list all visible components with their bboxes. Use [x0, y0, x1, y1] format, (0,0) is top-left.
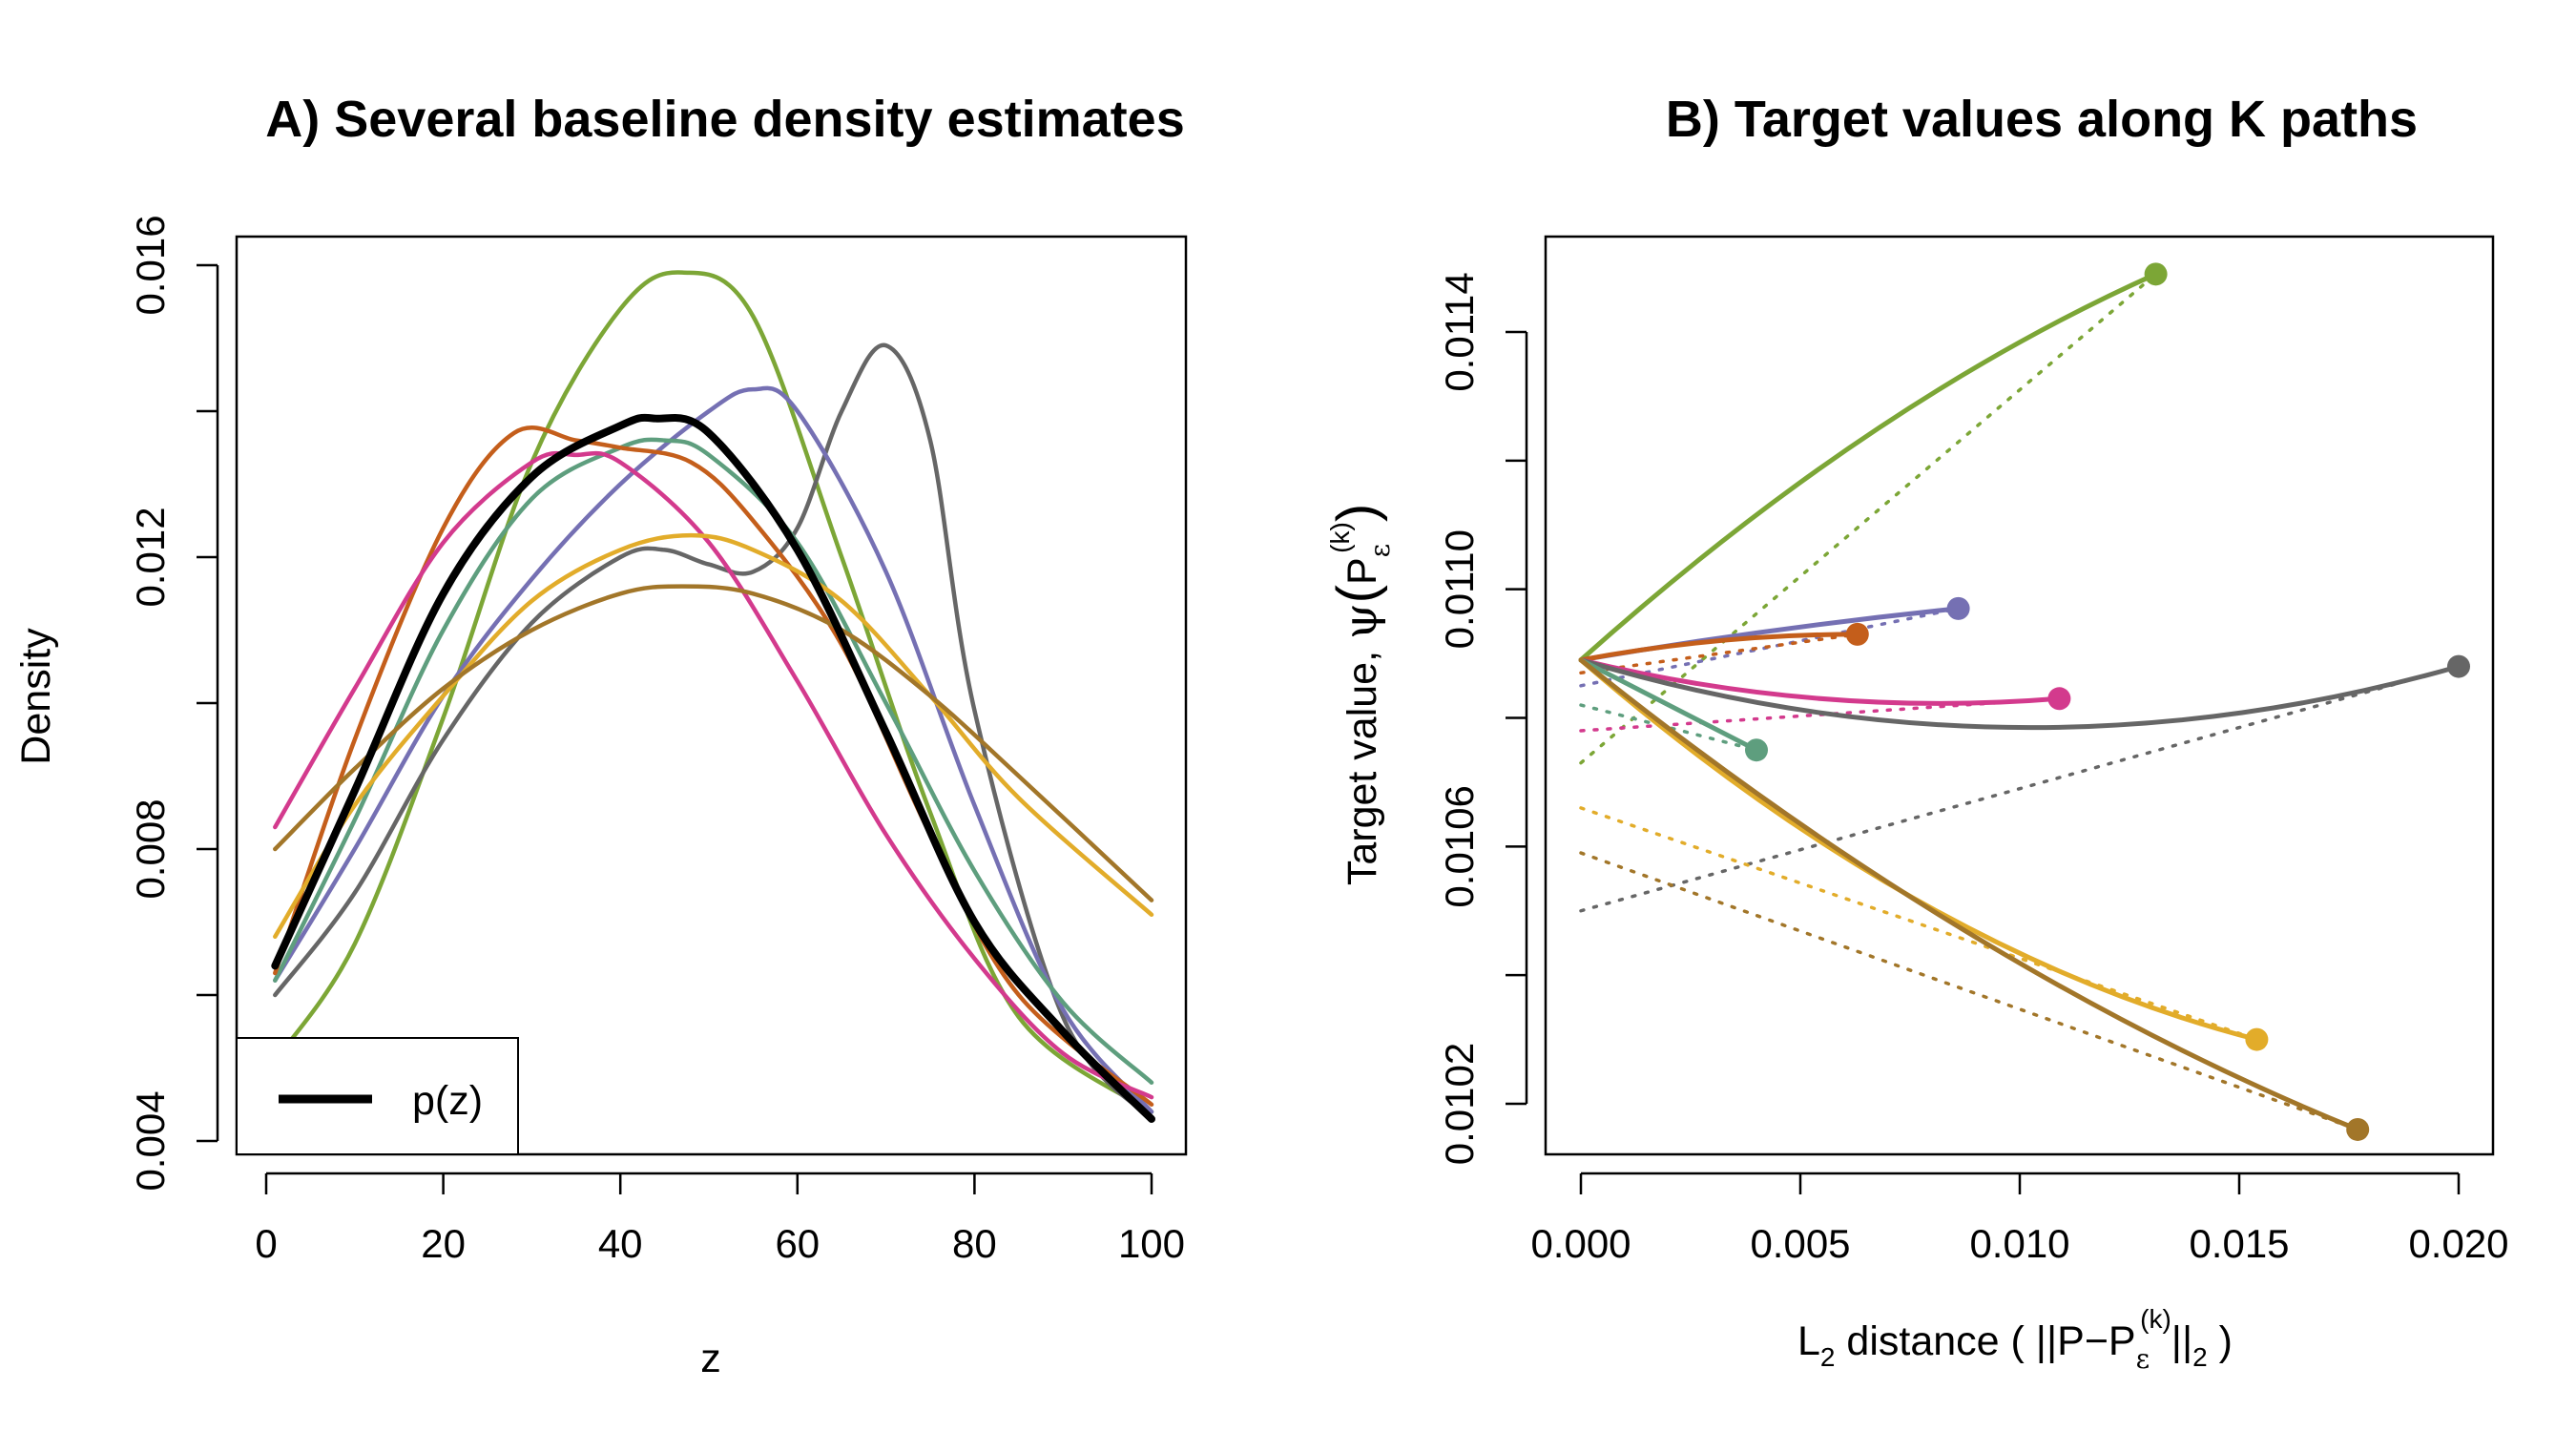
y-tick-label: 0.0110 — [1437, 529, 1482, 649]
legend-label-p-z: p(z) — [412, 1078, 483, 1124]
path-end-point — [1946, 596, 1970, 620]
panel-b-title: B) Target values along K paths — [1666, 91, 2418, 148]
density-curve-E2AC2A — [273, 532, 1154, 940]
density-curve-p-z — [271, 413, 1155, 1123]
x-tick-label: 0.000 — [1530, 1221, 1631, 1266]
density-curve-5E9E7E — [273, 437, 1154, 1086]
path-end-point — [2047, 687, 2071, 711]
density-curve-666666 — [273, 342, 1154, 1122]
tangent-line — [1579, 664, 2461, 913]
path-end-point — [1845, 622, 1869, 646]
panel-a-density-chart: A) Several baseline density estimates 0 2… — [13, 91, 1188, 1381]
panel-a-y-axis-label: Density — [13, 628, 59, 765]
y-tick-label: 0.008 — [128, 798, 173, 899]
y-tick-label: 0.0114 — [1437, 272, 1482, 391]
y-tick-label: 0.016 — [128, 215, 173, 315]
target-path — [1578, 632, 1860, 663]
x-tick-label: 0.015 — [2189, 1221, 2289, 1266]
panel-a-x-axis: 0 20 40 60 80 100 — [255, 1172, 1185, 1266]
panel-b-plot-box — [1544, 235, 2495, 1156]
tangent-line — [1579, 703, 1758, 752]
target-path — [1578, 657, 1759, 753]
target-path — [1578, 657, 2259, 1043]
panel-a-y-axis: 0.004 0.008 0.012 0.016 — [128, 215, 219, 1192]
x-tick-label: 0.005 — [1750, 1221, 1850, 1266]
panel-b-end-points — [1745, 262, 2470, 1141]
path-end-point — [2245, 1027, 2269, 1051]
tangent-line — [1579, 272, 2158, 765]
x-tick-label: 0.020 — [2408, 1221, 2508, 1266]
density-curve-D33A8D — [273, 450, 1154, 1100]
target-path — [1578, 657, 2462, 731]
panel-a-legend: p(z) — [236, 1037, 519, 1155]
target-path — [1578, 657, 2062, 706]
y-tick-label: 0.0106 — [1437, 785, 1482, 907]
density-curve-7570B3 — [273, 385, 1154, 1114]
x-tick-label: 60 — [775, 1221, 820, 1266]
x-tick-label: 100 — [1118, 1221, 1185, 1266]
tangent-line — [1579, 607, 1961, 688]
y-tick-label: 0.012 — [128, 507, 173, 607]
x-tick-label: 40 — [598, 1221, 643, 1266]
density-curve-A27629 — [273, 584, 1154, 902]
path-end-point — [2144, 262, 2168, 286]
panel-b-y-axis: 0.0102 0.0106 0.0110 0.0114 — [1437, 272, 1528, 1165]
panel-b-target-values-chart: B) Target values along K paths 0.000 0.00… — [1325, 91, 2509, 1375]
panel-a-curves — [271, 270, 1155, 1123]
x-tick-label: 20 — [421, 1221, 466, 1266]
panel-a-x-axis-label: z — [700, 1336, 721, 1381]
y-tick-label: 0.004 — [128, 1090, 173, 1191]
panel-b-x-axis-label: L2 distance ( ||P−Pε(k)||2 ) — [1797, 1304, 2233, 1375]
panel-a-title: A) Several baseline density estimates — [265, 91, 1184, 148]
panel-b-y-axis-label: Target value, ψ(Pε(k)) — [1325, 504, 1396, 885]
path-end-point — [2447, 654, 2470, 678]
x-tick-label: 0.010 — [1969, 1221, 2069, 1266]
x-tick-label: 0 — [255, 1221, 277, 1266]
target-path — [1578, 271, 2159, 663]
panel-b-paths — [1578, 271, 2462, 1132]
x-tick-label: 80 — [952, 1221, 997, 1266]
y-tick-label: 0.0102 — [1437, 1043, 1482, 1165]
path-end-point — [2346, 1117, 2370, 1141]
density-curve-C45E1B — [273, 425, 1154, 1108]
panel-b-x-axis: 0.000 0.005 0.010 0.015 0.020 — [1530, 1172, 2509, 1266]
path-end-point — [1745, 738, 1768, 762]
tangent-line — [1579, 851, 2359, 1131]
tangent-line — [1579, 806, 2259, 1042]
panel-a-plot-box — [235, 235, 1188, 1156]
target-path — [1578, 657, 2360, 1132]
